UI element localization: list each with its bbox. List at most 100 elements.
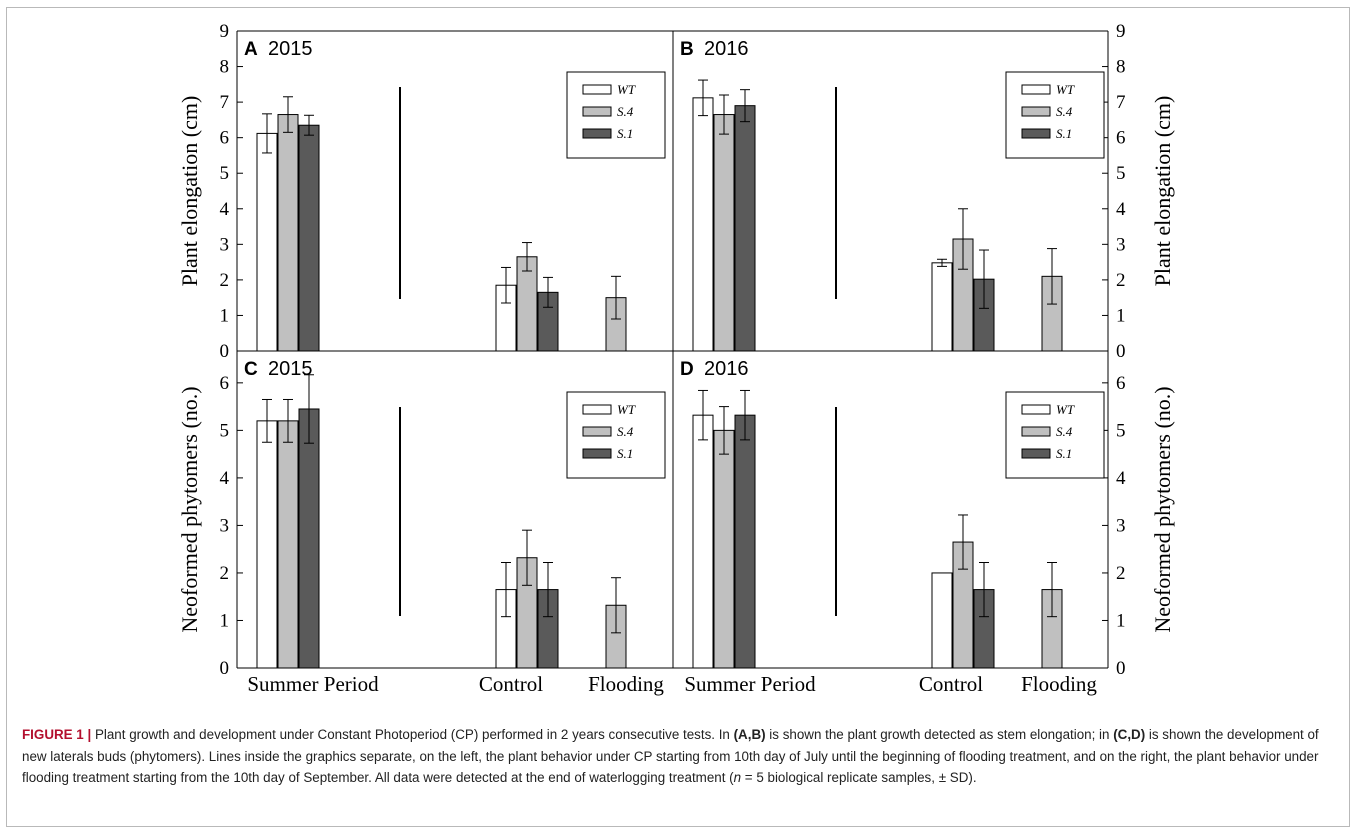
legend-swatch — [582, 106, 612, 117]
y-axis-title: Plant elongation (cm) — [177, 96, 202, 287]
x-category-label: Control — [479, 672, 543, 696]
legend-label: S.1 — [617, 126, 633, 141]
panel-letter: B — [680, 39, 694, 60]
y-axis-title: Neoformed phytomers (no.) — [1150, 386, 1175, 632]
bar-WT-1 — [931, 262, 953, 352]
x-category-label: Flooding — [588, 672, 664, 696]
caption-ref-ab: (A,B) — [733, 727, 766, 742]
bar-WT-0 — [692, 414, 714, 669]
legend-swatch — [582, 128, 612, 139]
x-category-label: Summer Period — [684, 672, 816, 696]
legend-swatch — [1021, 84, 1051, 95]
legend-label: WT — [1056, 82, 1075, 97]
legend-swatch — [582, 448, 612, 459]
bar-S4-0 — [277, 420, 299, 669]
legend-label: S.4 — [617, 424, 634, 439]
y-tick-label: 0 — [220, 658, 230, 679]
figure-frame — [6, 7, 1350, 827]
legend-label: WT — [1056, 402, 1075, 417]
y-tick-label: 1 — [220, 305, 230, 326]
y-tick-label: 2 — [1116, 270, 1126, 291]
legend-label: S.4 — [1056, 104, 1073, 119]
panel-year: 2015 — [268, 38, 313, 60]
legend-label: S.1 — [1056, 126, 1072, 141]
bar-WT-0 — [256, 420, 278, 669]
panel-letter: D — [680, 359, 694, 380]
y-tick-label: 9 — [1116, 21, 1126, 42]
x-category-label: Summer Period — [247, 672, 379, 696]
y-tick-label: 1 — [220, 610, 230, 631]
y-tick-label: 4 — [1116, 468, 1126, 489]
panel-year: 2016 — [704, 358, 749, 380]
bar-S4-0 — [713, 114, 735, 352]
legend-label: S.4 — [617, 104, 634, 119]
bar-WT-1 — [931, 572, 953, 669]
bar-WT-0 — [256, 132, 278, 352]
y-tick-label: 5 — [220, 163, 230, 184]
legend-box — [566, 71, 666, 159]
legend-swatch — [1021, 128, 1051, 139]
y-tick-label: 4 — [220, 199, 230, 220]
x-category-label: Flooding — [1021, 672, 1097, 696]
y-tick-label: 2 — [220, 270, 230, 291]
y-tick-label: 4 — [220, 468, 230, 489]
legend-label: S.4 — [1056, 424, 1073, 439]
legend-swatch — [1021, 106, 1051, 117]
y-tick-label: 5 — [1116, 420, 1126, 441]
y-tick-label: 1 — [1116, 610, 1126, 631]
y-tick-label: 2 — [1116, 563, 1126, 584]
legend-label: WT — [617, 82, 636, 97]
legend-swatch — [1021, 448, 1051, 459]
y-tick-label: 4 — [1116, 199, 1126, 220]
bar-S4-0 — [713, 429, 735, 669]
y-tick-label: 3 — [1116, 234, 1126, 255]
y-tick-label: 0 — [1116, 658, 1126, 679]
legend-label: S.1 — [1056, 446, 1072, 461]
y-tick-label: 1 — [1116, 305, 1126, 326]
y-tick-label: 3 — [220, 234, 230, 255]
y-tick-label: 3 — [1116, 515, 1126, 536]
caption-text-4: = 5 biological replicate samples, ± SD). — [741, 770, 977, 785]
legend-box — [1005, 391, 1105, 479]
legend-swatch — [582, 404, 612, 415]
caption-text-3: is shown the development of new laterals… — [22, 727, 1319, 785]
figure-caption: FIGURE 1 | Plant growth and development … — [22, 724, 1338, 789]
legend-swatch — [582, 84, 612, 95]
legend-label: S.1 — [617, 446, 633, 461]
y-tick-label: 6 — [220, 128, 230, 149]
legend-swatch — [1021, 426, 1051, 437]
legend-swatch — [1021, 404, 1051, 415]
caption-n-symbol: n — [733, 770, 742, 785]
legend-swatch — [582, 426, 612, 437]
panel-letter: C — [244, 359, 258, 380]
y-tick-label: 8 — [1116, 57, 1126, 78]
bar-S1-0 — [734, 105, 756, 352]
bar-S4-0 — [277, 114, 299, 352]
caption-ref-cd: (C,D) — [1113, 727, 1146, 742]
y-tick-label: 3 — [220, 515, 230, 536]
y-tick-label: 6 — [220, 373, 230, 394]
y-tick-label: 5 — [1116, 163, 1126, 184]
y-tick-label: 0 — [220, 341, 230, 362]
y-tick-label: 7 — [220, 92, 230, 113]
bar-S1-0 — [734, 414, 756, 669]
y-axis-title: Plant elongation (cm) — [1150, 96, 1175, 287]
y-tick-label: 6 — [1116, 128, 1126, 149]
y-tick-label: 5 — [220, 420, 230, 441]
y-tick-label: 6 — [1116, 373, 1126, 394]
y-tick-label: 0 — [1116, 341, 1126, 362]
caption-text-1: Plant growth and development under Const… — [91, 727, 734, 742]
panel-letter: A — [244, 39, 258, 60]
y-axis-title: Neoformed phytomers (no.) — [177, 386, 202, 632]
y-tick-label: 2 — [220, 563, 230, 584]
panel-year: 2015 — [268, 358, 313, 380]
y-tick-label: 7 — [1116, 92, 1126, 113]
legend-box — [566, 391, 666, 479]
caption-label: FIGURE 1 | — [22, 727, 92, 742]
bar-WT-0 — [692, 97, 714, 352]
bar-S1-0 — [298, 124, 320, 352]
panel-year: 2016 — [704, 38, 749, 60]
caption-text-2: is shown the plant growth detected as st… — [765, 727, 1114, 742]
x-category-label: Control — [919, 672, 983, 696]
